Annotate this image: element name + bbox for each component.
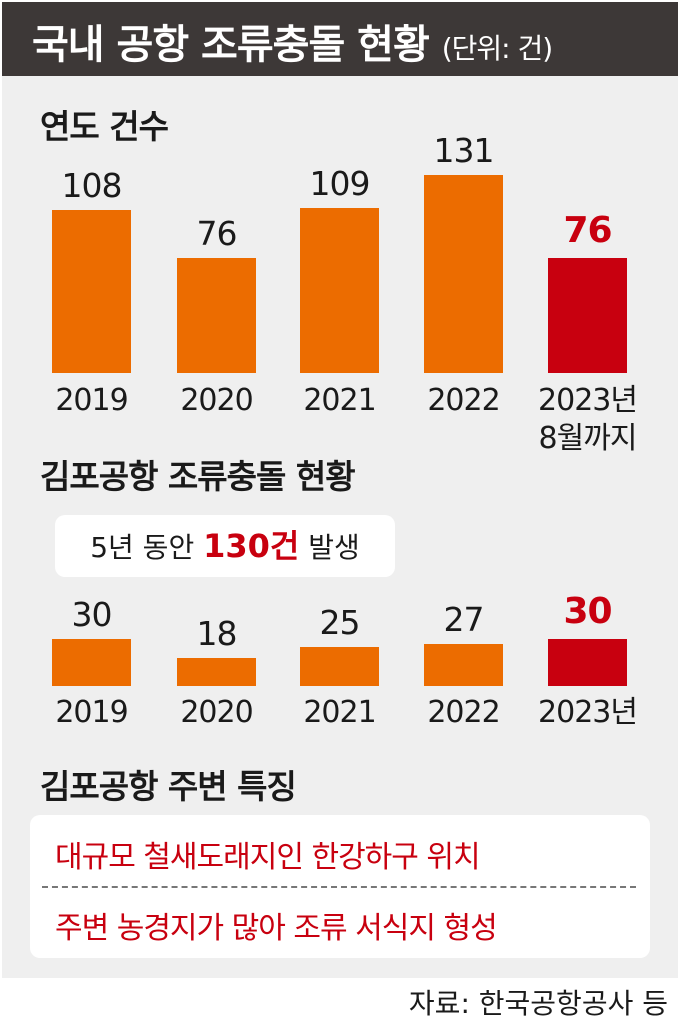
header: 국내 공항 조류충돌 현황 (단위: 건) (2, 2, 678, 76)
page-title: 국내 공항 조류충돌 현황 (단위: 건) (32, 12, 553, 70)
value-label: 30 (71, 594, 113, 634)
bar-3 (424, 175, 503, 373)
feature-item: 대규모 철새도래지인 한강하구 위치 (55, 840, 481, 875)
title-text: 국내 공항 조류충돌 현황 (32, 22, 430, 68)
annotation-total: 130건 (203, 527, 300, 565)
bar-2 (300, 208, 379, 373)
chart2-title: 김포공항 조류충돌 현황 (40, 457, 356, 496)
bar-0 (52, 638, 131, 686)
features-title: 김포공항 주변 특징 (40, 767, 297, 806)
annotation-post: 발생 (299, 531, 360, 564)
bar-1 (177, 258, 256, 373)
value-label: 76 (563, 210, 612, 252)
category-label: 2019 (55, 383, 128, 418)
value-label: 27 (443, 599, 485, 639)
bar-4 (548, 638, 627, 686)
divider (42, 886, 636, 888)
source-note: 자료: 한국공항공사 등 (408, 987, 668, 1020)
bar-2 (300, 646, 379, 686)
bar-4 (548, 258, 627, 373)
category-label: 2020 (180, 383, 253, 418)
value-label: 25 (319, 602, 361, 642)
chart1-title: 연도 건수 (40, 107, 169, 146)
bar-3 (424, 643, 503, 686)
category-label: 2020 (180, 695, 253, 730)
category-label: 2022 (427, 695, 500, 730)
value-label: 108 (61, 165, 123, 205)
value-label: 18 (196, 613, 238, 653)
value-label: 131 (433, 131, 495, 171)
bar-1 (177, 657, 256, 686)
total-annotation: 5년 동안 130건 발생 (55, 515, 395, 577)
category-label: 2021 (303, 695, 376, 730)
annotation-pre: 5년 동안 (90, 531, 204, 564)
bar-0 (52, 209, 131, 373)
category-label: 2022 (427, 383, 500, 418)
value-label: 30 (563, 590, 612, 632)
category-label: 2023년 (538, 695, 638, 730)
feature-item: 주변 농경지가 많아 조류 서식지 형성 (55, 911, 498, 946)
category-label: 2023년 8월까지 (538, 383, 638, 456)
category-label: 2019 (55, 695, 128, 730)
features-box: 대규모 철새도래지인 한강하구 위치 주변 농경지가 많아 조류 서식지 형성 (30, 815, 650, 958)
category-label: 2021 (303, 383, 376, 418)
value-label: 76 (196, 214, 238, 254)
unit-label: (단위: 건) (441, 32, 553, 65)
value-label: 109 (309, 164, 371, 204)
